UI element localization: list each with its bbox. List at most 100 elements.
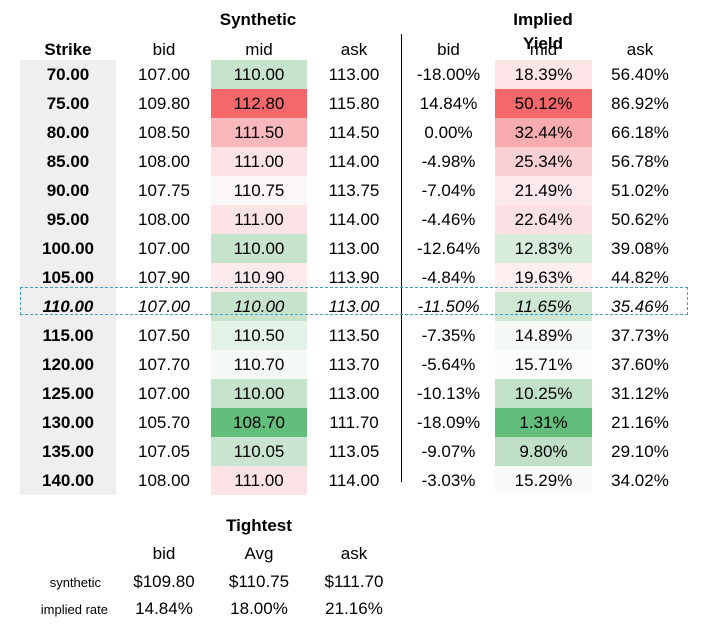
yield-ask-cell: 56.78% (611, 152, 669, 171)
synthetic-ask-cell: 113.70 (328, 355, 380, 374)
synthetic-ask-cell: 113.00 (328, 239, 380, 258)
table-row: 125.00 107.00 110.00 113.00 -10.13% 10.25% 31.… (0, 379, 718, 408)
yield-mid-cell: 10.25% (495, 379, 592, 408)
tightest-ask-header: ask (340, 544, 368, 563)
synthetic-bid-cell: 108.00 (138, 210, 190, 229)
yield-mid-header: mid (529, 40, 558, 59)
yield-bid-cell: -12.64% (416, 239, 481, 258)
yield-mid-cell: 1.31% (495, 408, 592, 437)
strike-cell: 130.00 (20, 408, 116, 437)
synthetic-bid-cell: 108.00 (138, 152, 190, 171)
yield-bid-cell: -9.07% (421, 442, 476, 461)
selected-row-outline (20, 287, 688, 315)
yield-mid-cell: 14.89% (495, 321, 592, 350)
yield-mid-cell: 32.44% (495, 118, 592, 147)
yield-ask-cell: 35.46% (611, 297, 669, 316)
implied-yield-group-title: Implied Yield (513, 10, 573, 53)
yield-ask-cell: 31.12% (611, 384, 669, 403)
synthetic-bid-cell: 107.50 (138, 326, 190, 345)
synthetic-ask-cell: 113.90 (328, 268, 380, 287)
yield-bid-cell: -18.09% (416, 413, 481, 432)
synthetic-ask-cell: 114.00 (328, 471, 380, 490)
yield-mid-cell: 25.34% (495, 147, 592, 176)
yield-mid-cell: 12.83% (495, 234, 592, 263)
synthetic-ask-cell: 113.50 (328, 326, 380, 345)
synthetic-mid-cell: 110.50 (211, 321, 307, 350)
table-row: 95.00 108.00 111.00 114.00 -4.46% 22.64% 50.62… (0, 205, 718, 234)
yield-bid-cell: -4.46% (421, 210, 476, 229)
table-row: 75.00 109.80 112.80 115.80 14.84% 50.12% 86.92… (0, 89, 718, 118)
table-row: 100.00 107.00 110.00 113.00 -12.64% 12.83% 39.… (0, 234, 718, 263)
tightest-title: Tightest (226, 516, 292, 535)
strike-cell: 125.00 (20, 379, 116, 408)
synthetic-bid-header: bid (152, 40, 176, 59)
tightest-synthetic-ask: $111.70 (324, 572, 384, 591)
strike-cell: 75.00 (20, 89, 116, 118)
strike-cell: 115.00 (20, 321, 116, 350)
synthetic-ask-cell: 113.05 (328, 442, 380, 461)
yield-bid-cell: -18.00% (416, 65, 481, 84)
tightest-synthetic-label: synthetic (49, 575, 101, 590)
strike-cell: 85.00 (20, 147, 116, 176)
synthetic-mid-cell: 110.05 (211, 437, 307, 466)
tightest-implied-rate-ask: 21.16% (325, 599, 383, 618)
tightest-avg-header: Avg (244, 544, 274, 563)
synthetic-ask-cell: 115.80 (328, 94, 380, 113)
yield-bid-cell: 14.84% (419, 94, 478, 113)
synthetic-group-title: Synthetic (219, 10, 297, 29)
tightest-synthetic-avg: $110.75 (228, 572, 290, 591)
synthetic-bid-cell: 107.00 (138, 384, 190, 403)
table-row: 80.00 108.50 111.50 114.50 0.00% 32.44% 66.18% (0, 118, 718, 147)
synthetic-mid-cell: 108.70 (211, 408, 307, 437)
strike-cell: 100.00 (20, 234, 116, 263)
synthetic-ask-header: ask (340, 40, 368, 59)
synthetic-mid-cell: 111.00 (211, 147, 307, 176)
synthetic-ask-cell: 114.00 (328, 152, 380, 171)
yield-bid-cell: -11.50% (417, 297, 480, 316)
synthetic-mid-cell: 110.00 (211, 292, 307, 321)
synthetic-mid-cell: 110.70 (211, 350, 307, 379)
yield-mid-cell: 9.80% (495, 437, 592, 466)
synthetic-bid-cell: 107.70 (138, 355, 190, 374)
synthetic-mid-cell: 111.00 (211, 205, 307, 234)
table-row: 70.00 107.00 110.00 113.00 -18.00% 18.39% 56.4… (0, 60, 718, 89)
synthetic-bid-cell: 107.00 (138, 65, 190, 84)
yield-bid-cell: -3.03% (421, 471, 476, 490)
strike-cell: 140.00 (20, 466, 116, 495)
tightest-implied-rate-avg: 18.00% (230, 599, 288, 618)
tightest-implied-rate-label: implied rate (40, 602, 108, 617)
synthetic-bid-cell: 105.70 (138, 413, 190, 432)
yield-ask-header: ask (626, 40, 654, 59)
yield-ask-cell: 66.18% (611, 123, 669, 142)
synthetic-ask-cell: 113.00 (328, 65, 380, 84)
strike-cell: 120.00 (20, 350, 116, 379)
yield-bid-cell: -7.35% (421, 326, 476, 345)
table-row: 135.00 107.05 110.05 113.05 -9.07% 9.80% 29.10… (0, 437, 718, 466)
table-row: 115.00 107.50 110.50 113.50 -7.35% 14.89% 37.7… (0, 321, 718, 350)
strike-cell: 110.00 (20, 292, 116, 321)
synthetic-bid-cell: 107.75 (138, 181, 190, 200)
yield-ask-cell: 56.40% (611, 65, 669, 84)
table-row: 85.00 108.00 111.00 114.00 -4.98% 25.34% 56.78… (0, 147, 718, 176)
yield-ask-cell: 44.82% (611, 268, 669, 287)
yield-ask-cell: 34.02% (611, 471, 669, 490)
tightest-synthetic-bid: $109.80 (133, 572, 195, 591)
yield-ask-cell: 37.60% (611, 355, 669, 374)
strike-cell: 95.00 (20, 205, 116, 234)
synthetic-mid-header: mid (245, 40, 273, 59)
synthetic-bid-cell: 109.80 (138, 94, 190, 113)
yield-bid-cell: 0.00% (424, 123, 473, 142)
table-row: 120.00 107.70 110.70 113.70 -5.64% 15.71% 37.6… (0, 350, 718, 379)
yield-mid-cell: 18.39% (495, 60, 592, 89)
synthetic-ask-cell: 113.75 (328, 181, 380, 200)
yield-ask-cell: 37.73% (611, 326, 669, 345)
yield-mid-cell: 21.49% (495, 176, 592, 205)
synthetic-mid-cell: 112.80 (211, 89, 307, 118)
table-row: 90.00 107.75 110.75 113.75 -7.04% 21.49% 51.02… (0, 176, 718, 205)
yield-mid-cell: 15.71% (495, 350, 592, 379)
synthetic-ask-cell: 113.00 (328, 297, 380, 316)
synthetic-ask-cell: 111.70 (329, 413, 379, 432)
yield-bid-header: bid (437, 40, 460, 59)
synthetic-bid-cell: 107.00 (138, 239, 190, 258)
strike-cell: 90.00 (20, 176, 116, 205)
